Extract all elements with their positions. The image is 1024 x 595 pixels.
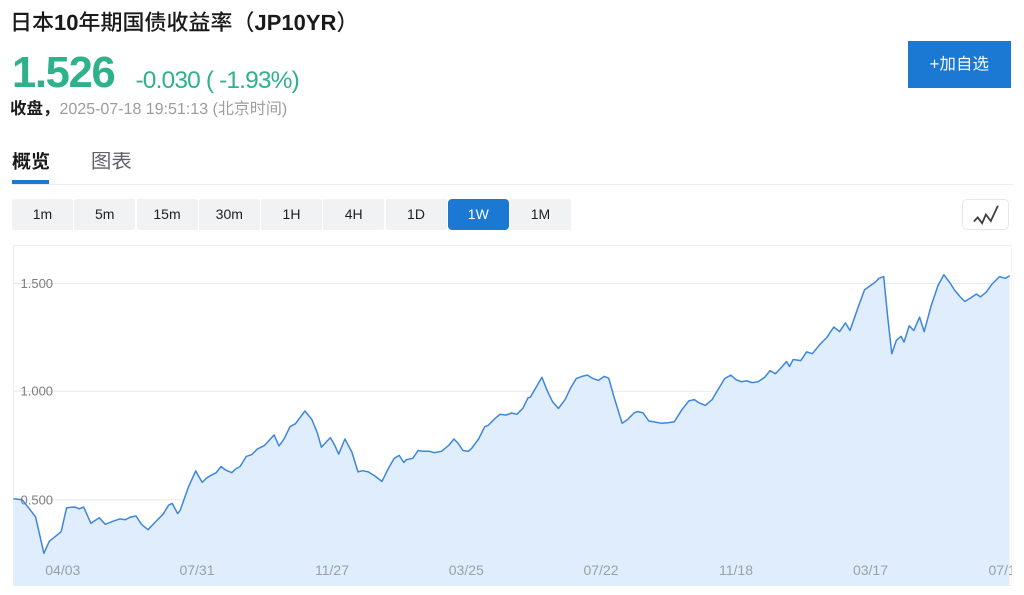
svg-text:03/17: 03/17 <box>852 562 887 578</box>
svg-text:11/27: 11/27 <box>315 562 349 578</box>
svg-text:07/18: 07/18 <box>988 562 1012 578</box>
svg-text:07/31: 07/31 <box>179 562 214 578</box>
svg-text:07/22: 07/22 <box>583 562 618 578</box>
svg-text:1.500: 1.500 <box>20 276 53 291</box>
svg-text:0.500: 0.500 <box>20 492 53 507</box>
svg-text:03/25: 03/25 <box>448 562 483 578</box>
svg-text:04/03: 04/03 <box>45 562 80 578</box>
svg-text:1.000: 1.000 <box>20 383 53 398</box>
svg-text:11/18: 11/18 <box>719 562 753 578</box>
